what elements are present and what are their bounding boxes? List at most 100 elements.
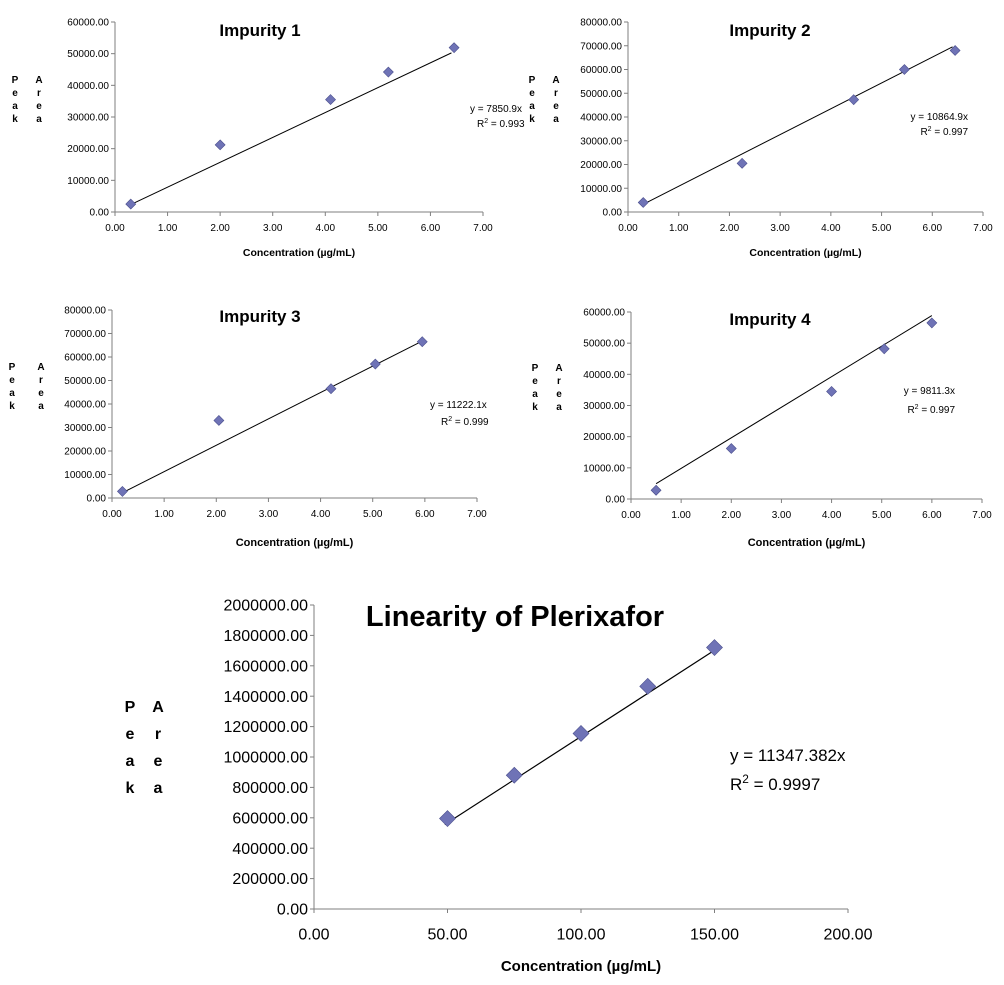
- data-point: [125, 198, 137, 210]
- y-tick-label: 0.00: [87, 494, 107, 505]
- y-axis-label-letter: a: [126, 753, 135, 770]
- data-point: [637, 197, 649, 208]
- x-tick-label: 50.00: [427, 926, 467, 943]
- r-squared-label: R2 = 0.997: [920, 126, 968, 138]
- data-point: [898, 64, 910, 75]
- chart-title: Impurity 3: [219, 307, 300, 326]
- y-tick-label: 10000.00: [580, 184, 622, 195]
- y-tick-label: 0.00: [603, 208, 623, 219]
- trendline-equation: y = 11222.1x: [430, 400, 487, 411]
- chart-4: 0.00 10000.00 20000.00 30000.00 40000.00 5000…: [532, 308, 993, 550]
- y-axis-label-letter: e: [38, 388, 44, 399]
- data-point: [369, 358, 381, 370]
- x-tick-label: 6.00: [415, 509, 435, 520]
- y-axis-label-letter: e: [556, 389, 562, 400]
- y-tick-label: 200000.00: [232, 871, 308, 888]
- y-axis-label-letter: A: [152, 699, 164, 716]
- y-tick-label: 60000.00: [580, 65, 622, 76]
- y-axis-label-letter: r: [557, 376, 561, 387]
- data-point: [878, 343, 890, 355]
- data-point: [382, 66, 394, 78]
- y-tick-label: 10000.00: [67, 176, 109, 187]
- x-tick-label: 1.00: [669, 223, 689, 234]
- y-tick-label: 0.00: [90, 208, 110, 219]
- y-axis-label-letter: e: [553, 101, 559, 112]
- y-axis-label-letter: a: [556, 402, 562, 413]
- x-tick-label: 6.00: [922, 510, 942, 521]
- y-tick-label: 30000.00: [64, 423, 106, 434]
- x-tick-label: 4.00: [822, 510, 842, 521]
- x-tick-label: 7.00: [467, 509, 487, 520]
- y-tick-label: 1800000.00: [223, 628, 308, 645]
- y-axis-label-letter: A: [35, 75, 42, 86]
- data-point: [572, 725, 590, 742]
- trendline: [127, 52, 452, 207]
- x-tick-label: 0.00: [298, 926, 329, 943]
- y-axis-label-letter: a: [9, 388, 15, 399]
- x-axis-label: Concentration (µg/mL): [236, 537, 354, 549]
- y-axis-label-letter: e: [532, 376, 538, 387]
- x-tick-label: 5.00: [872, 510, 892, 521]
- y-axis-label-letter: A: [555, 363, 562, 374]
- x-tick-label: 2.00: [207, 509, 227, 520]
- y-axis-label-letter: P: [9, 362, 16, 373]
- x-tick-label: 5.00: [872, 223, 892, 234]
- data-point: [448, 42, 460, 54]
- y-tick-label: 2000000.00: [223, 598, 308, 615]
- y-axis-label-letter: a: [12, 101, 18, 112]
- y-tick-label: 30000.00: [580, 136, 622, 147]
- trendline-equation: y = 10864.9x: [910, 112, 968, 123]
- y-axis-label-letter: k: [126, 780, 135, 797]
- data-point: [325, 94, 336, 106]
- y-tick-label: 50000.00: [64, 376, 106, 387]
- chart-title: Impurity 2: [729, 21, 810, 40]
- x-tick-label: 4.00: [311, 509, 331, 520]
- x-axis-label: Concentration (µg/mL): [748, 537, 866, 549]
- trendline-equation: y = 11347.382x: [730, 746, 846, 765]
- y-axis-label-letter: k: [532, 402, 538, 413]
- y-axis-label-letter: e: [12, 88, 18, 99]
- y-axis-label-letter: P: [125, 699, 136, 716]
- x-tick-label: 7.00: [972, 510, 992, 521]
- x-tick-label: 1.00: [158, 223, 178, 234]
- x-tick-label: 1.00: [671, 510, 691, 521]
- r-squared-label: R2 = 0.997: [907, 404, 955, 416]
- trendline-equation: y = 7850.9x: [470, 104, 522, 115]
- y-tick-label: 70000.00: [580, 41, 622, 52]
- data-point: [325, 383, 337, 395]
- y-tick-label: 20000.00: [67, 144, 109, 155]
- x-tick-label: 6.00: [923, 223, 943, 234]
- x-tick-label: 0.00: [621, 510, 641, 521]
- y-tick-label: 400000.00: [232, 841, 308, 858]
- y-tick-label: 30000.00: [67, 113, 109, 124]
- x-tick-label: 150.00: [690, 926, 739, 943]
- x-tick-label: 4.00: [821, 223, 841, 234]
- y-tick-label: 40000.00: [580, 113, 622, 124]
- r-squared-label: R2 = 0.999: [441, 416, 489, 428]
- y-axis-label-letter: e: [154, 753, 163, 770]
- x-tick-label: 3.00: [770, 223, 790, 234]
- data-point: [926, 317, 938, 329]
- data-point: [117, 485, 128, 497]
- x-tick-label: 3.00: [263, 223, 283, 234]
- y-tick-label: 40000.00: [67, 81, 109, 92]
- x-tick-label: 0.00: [618, 223, 638, 234]
- x-tick-label: 200.00: [824, 926, 873, 943]
- x-tick-label: 2.00: [722, 510, 742, 521]
- data-point: [213, 415, 225, 426]
- y-axis-label-letter: P: [532, 363, 539, 374]
- y-axis-label-letter: r: [554, 88, 558, 99]
- data-point: [706, 639, 723, 656]
- y-axis-label-letter: e: [529, 88, 535, 99]
- data-point: [214, 139, 226, 151]
- y-axis-label-letter: k: [9, 401, 15, 412]
- x-tick-label: 4.00: [316, 223, 336, 234]
- y-tick-label: 50000.00: [67, 49, 109, 60]
- y-tick-label: 80000.00: [64, 306, 106, 317]
- chart-title: Impurity 1: [219, 21, 300, 40]
- y-tick-label: 20000.00: [583, 432, 625, 443]
- y-axis-label-letter: a: [529, 101, 535, 112]
- x-tick-label: 5.00: [368, 223, 388, 234]
- data-point: [505, 766, 523, 784]
- y-tick-label: 20000.00: [580, 160, 622, 171]
